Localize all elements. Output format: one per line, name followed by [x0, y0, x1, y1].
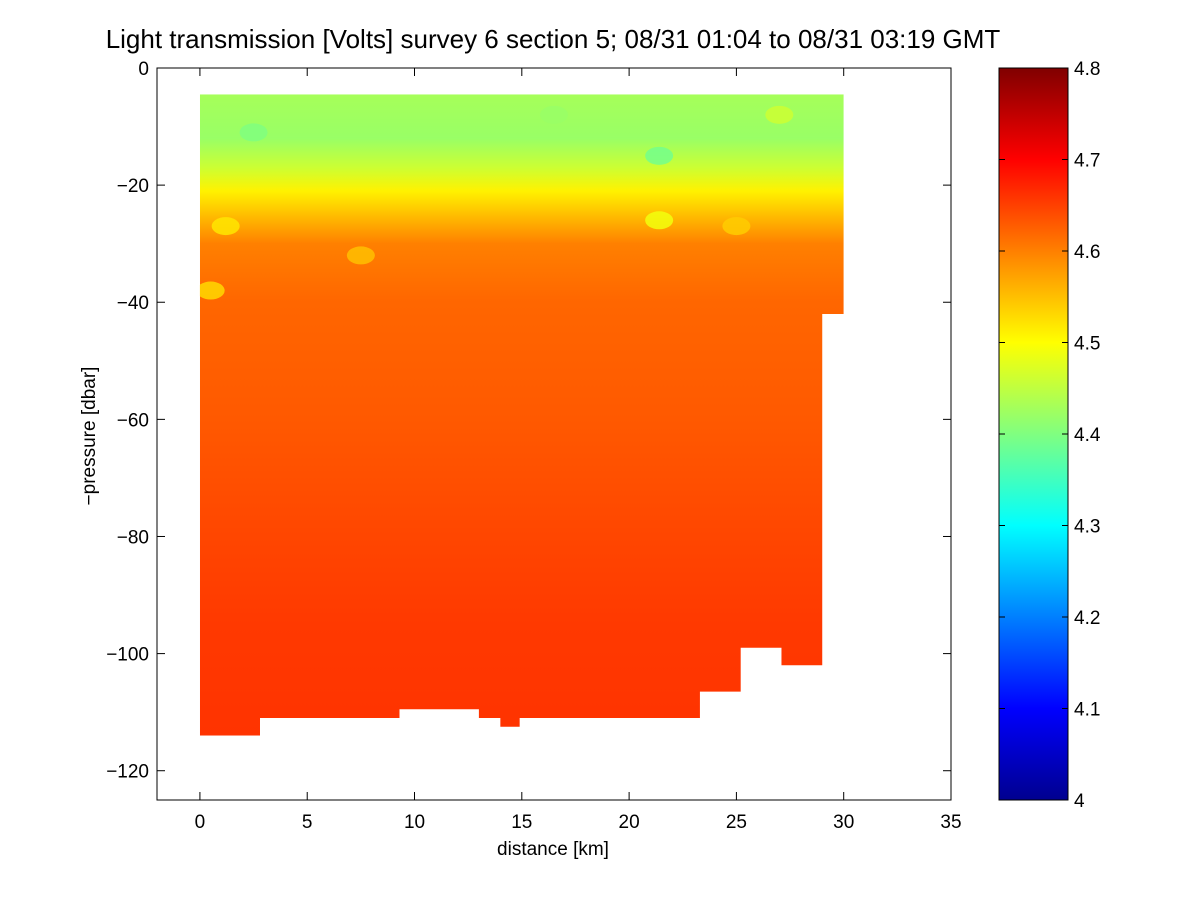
colorbar-gradient — [998, 67, 1069, 801]
field-feature — [346, 246, 375, 265]
colorbar-ticks: 4 4.1 4.2 4.3 4.4 4.5 4.6 4.7 4.8 — [999, 59, 1101, 812]
data-field — [199, 94, 844, 736]
y-tick-label: −80 — [117, 527, 149, 548]
colorbar-tick-label: 4.4 — [1074, 425, 1101, 446]
colorbar-tick-label: 4.1 — [1074, 700, 1100, 721]
field-feature — [722, 217, 751, 236]
x-tick-label: 35 — [940, 812, 961, 833]
colorbar: 4 4.1 4.2 4.3 4.4 4.5 4.6 4.7 4.8 — [998, 59, 1101, 812]
field-feature — [211, 217, 240, 236]
y-axis: 0 −20 −40 −60 −80 −100 −120 — [106, 59, 951, 783]
field-features — [199, 105, 794, 300]
x-axis-label: distance [km] — [497, 839, 609, 860]
x-tick-label: 30 — [833, 812, 854, 833]
plot-area: 0 5 10 15 20 25 30 35 0 −20 −40 −60 −80 −100 −120 — [106, 59, 961, 833]
field-base — [199, 94, 844, 736]
field-feature — [540, 105, 568, 124]
field-feature — [765, 105, 794, 124]
colorbar-tick-label: 4.3 — [1074, 517, 1100, 538]
colorbar-tick-label: 4.2 — [1074, 608, 1100, 629]
colorbar-tick-label: 4.8 — [1074, 59, 1100, 80]
y-tick-label: −40 — [117, 293, 149, 314]
x-tick-label: 10 — [404, 812, 425, 833]
y-tick-label: 0 — [138, 59, 149, 80]
x-axis: 0 5 10 15 20 25 30 35 — [195, 68, 962, 833]
y-tick-label: −20 — [117, 176, 149, 197]
colorbar-tick-label: 4.7 — [1074, 151, 1100, 172]
x-tick-label: 5 — [302, 812, 313, 833]
x-tick-label: 25 — [726, 812, 747, 833]
x-tick-label: 20 — [619, 812, 640, 833]
plot-frame — [156, 67, 952, 801]
colorbar-tick-label: 4.6 — [1074, 242, 1100, 263]
x-tick-label: 0 — [195, 812, 206, 833]
field-feature — [199, 281, 225, 300]
y-axis-label: −pressure [dbar] — [79, 367, 100, 506]
field-feature — [239, 123, 268, 142]
y-tick-label: −100 — [106, 645, 149, 666]
y-tick-label: −120 — [106, 762, 149, 783]
colorbar-tick-label: 4 — [1074, 791, 1085, 812]
chart-title: Light transmission [Volts] survey 6 sect… — [106, 24, 1001, 54]
colorbar-tick-label: 4.5 — [1074, 334, 1100, 355]
field-feature — [645, 146, 674, 165]
y-tick-label: −60 — [117, 410, 149, 431]
x-tick-label: 15 — [511, 812, 532, 833]
field-feature — [645, 211, 674, 230]
